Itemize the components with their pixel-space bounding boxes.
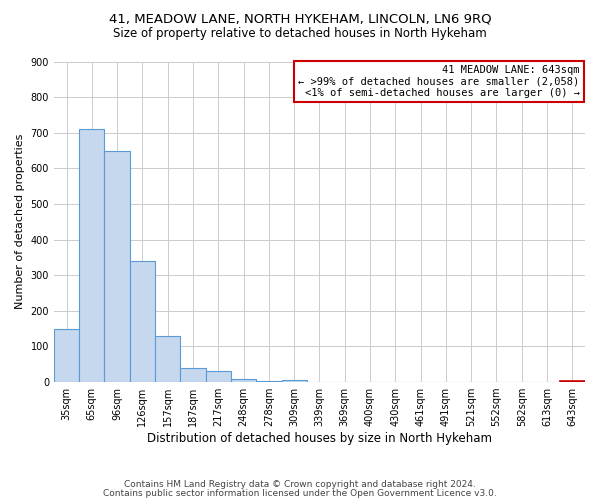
Bar [281, 380, 307, 382]
Bar [181, 368, 206, 382]
Bar [54, 328, 79, 382]
Text: Contains HM Land Registry data © Crown copyright and database right 2024.: Contains HM Land Registry data © Crown c… [124, 480, 476, 489]
Bar [231, 378, 256, 382]
X-axis label: Distribution of detached houses by size in North Hykeham: Distribution of detached houses by size … [147, 432, 492, 445]
Bar [206, 372, 231, 382]
Text: Contains public sector information licensed under the Open Government Licence v3: Contains public sector information licen… [103, 489, 497, 498]
Text: Size of property relative to detached houses in North Hykeham: Size of property relative to detached ho… [113, 28, 487, 40]
Bar [130, 261, 155, 382]
Text: 41 MEADOW LANE: 643sqm
← >99% of detached houses are smaller (2,058)
<1% of semi: 41 MEADOW LANE: 643sqm ← >99% of detache… [298, 64, 580, 98]
Bar [79, 129, 104, 382]
Bar [155, 336, 181, 382]
Bar [104, 150, 130, 382]
Y-axis label: Number of detached properties: Number of detached properties [15, 134, 25, 310]
Text: 41, MEADOW LANE, NORTH HYKEHAM, LINCOLN, LN6 9RQ: 41, MEADOW LANE, NORTH HYKEHAM, LINCOLN,… [109, 12, 491, 26]
